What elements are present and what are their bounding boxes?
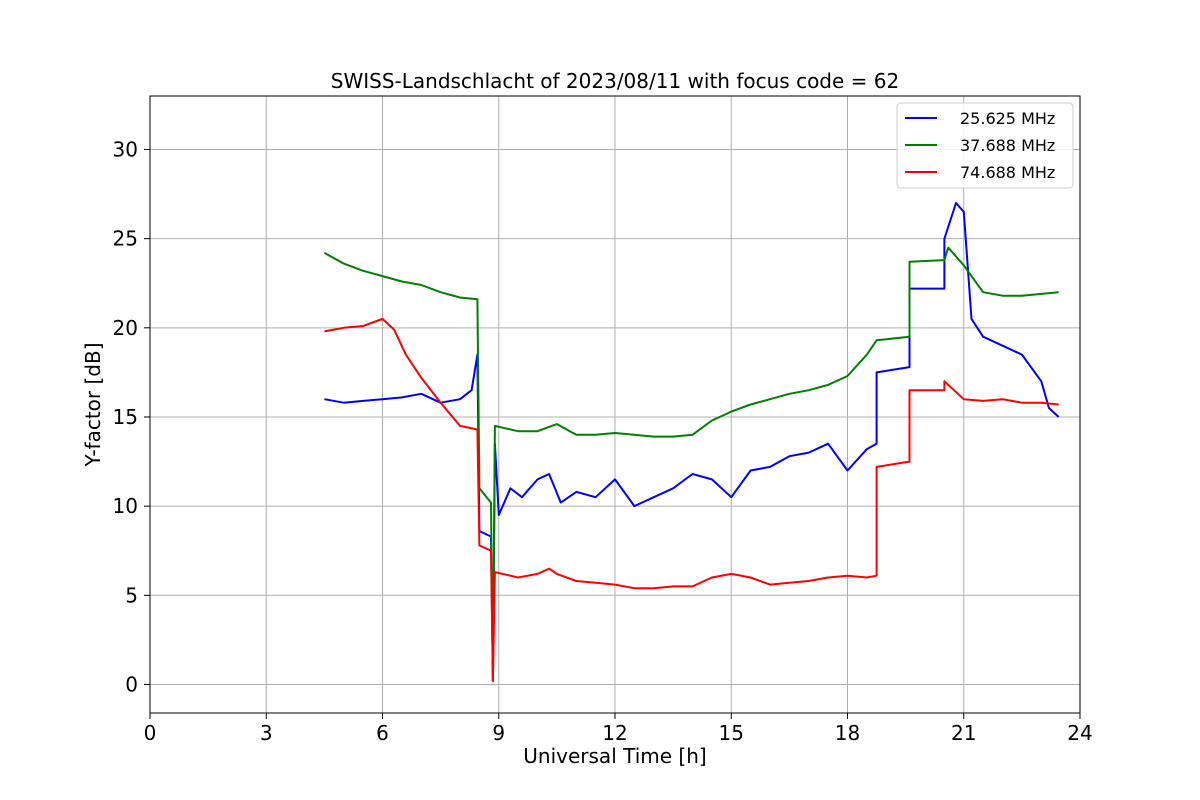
y-tick-label: 30: [113, 137, 138, 161]
y-tick-label: 5: [125, 583, 138, 607]
x-tick-label: 0: [144, 721, 157, 745]
series-layer: [323, 202, 1060, 682]
legend-label-37688: 37.688 MHz: [960, 136, 1055, 155]
x-tick-label: 24: [1067, 721, 1092, 745]
legend-box: [896, 102, 1074, 189]
y-tick-label: 10: [113, 494, 138, 518]
y-tick-label: 25: [113, 227, 138, 251]
legend: 25.625 MHz 37.688 MHz 74.688 MHz: [896, 102, 1074, 189]
x-tick-label: 15: [719, 721, 744, 745]
x-tick-label: 9: [492, 721, 505, 745]
x-tick-label: 21: [951, 721, 976, 745]
x-tick-label: 3: [260, 721, 273, 745]
tick-layer: 0 3 6 9 12 15 18 21 24 0 5 10 15 20 25 30: [113, 137, 1093, 745]
x-tick-label: 18: [835, 721, 860, 745]
y-tick-label: 0: [125, 672, 138, 696]
legend-label-25625: 25.625 MHz: [960, 109, 1055, 128]
series-line-0: [324, 202, 1060, 682]
y-tick-label: 15: [113, 405, 138, 429]
x-axis-label: Universal Time [h]: [523, 744, 706, 768]
y-tick-label: 20: [113, 316, 138, 340]
legend-label-74688: 74.688 MHz: [960, 163, 1055, 182]
y-axis-label: Y-factor [dB]: [81, 342, 105, 467]
series-line-2: [324, 317, 1059, 682]
x-tick-label: 6: [376, 721, 389, 745]
x-tick-label: 12: [602, 721, 627, 745]
chart-title: SWISS-Landschlacht of 2023/08/11 with fo…: [331, 69, 899, 93]
series-line-1: [323, 246, 1059, 682]
grid-layer: [149, 96, 1081, 713]
